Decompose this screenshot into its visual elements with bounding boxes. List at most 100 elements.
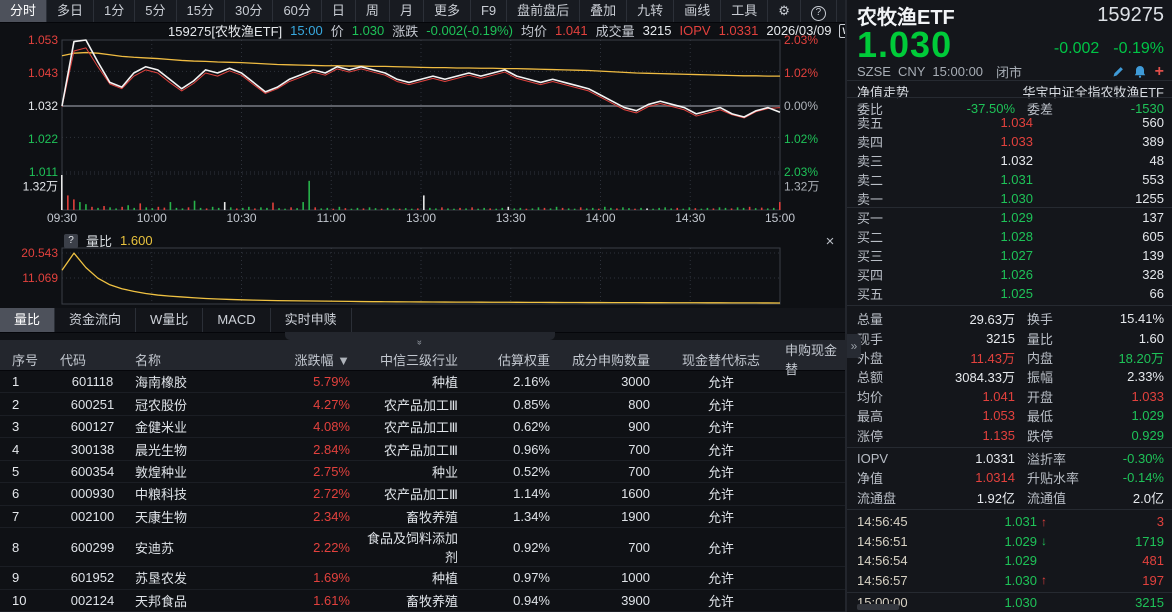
period-tab-5分[interactable]: 5分	[135, 0, 177, 22]
pencil-icon[interactable]	[1112, 65, 1125, 78]
col-header[interactable]: 涨跌幅 ▼	[294, 352, 351, 368]
table-row[interactable]: 7 002100 天康生物 2.34% 畜牧养殖 1.34% 1900 允许	[0, 506, 845, 529]
period-tab-多日[interactable]: 多日	[47, 0, 95, 22]
col-header[interactable]: 估算权重	[497, 352, 550, 368]
stat-label: 总量	[857, 312, 884, 328]
last-price: 1.030	[857, 24, 953, 65]
add-icon[interactable]: +	[1154, 63, 1164, 80]
toolbar-item-F9[interactable]: F9	[471, 0, 508, 22]
table-row[interactable]: 5 600354 敦煌种业 2.75% 种业 0.52% 700 允许	[0, 461, 845, 484]
period-tab-60分[interactable]: 60分	[273, 0, 322, 22]
cell-name: 冠农股份	[135, 397, 188, 413]
period-tab-30分[interactable]: 30分	[225, 0, 274, 22]
indicator-close-icon[interactable]: ×	[825, 233, 835, 250]
toolbar-item-工具[interactable]: 工具	[721, 0, 769, 22]
table-row[interactable]: 1 601118 海南橡胶 5.79% 种植 2.16% 3000 允许	[0, 371, 845, 394]
orderbook-row[interactable]: 买一 1.029 137	[857, 208, 1164, 227]
orderbook-row[interactable]: 卖五 1.034 560	[857, 113, 1164, 132]
collapse-handle[interactable]: »	[285, 332, 555, 345]
indicator-help-icon[interactable]: ?	[64, 233, 78, 248]
col-header[interactable]: 中信三级行业	[379, 352, 458, 368]
cell-change-pct: 2.72%	[313, 486, 350, 502]
indicator-tab-MACD[interactable]: MACD	[203, 308, 271, 332]
last-trade-row: 15:00:00 1.030 3215	[857, 593, 1164, 611]
gear-icon[interactable]: ⚙	[768, 0, 801, 22]
col-header[interactable]: 申购现金替	[785, 343, 838, 377]
help-icon[interactable]: ?	[801, 0, 837, 22]
toolbar-item-叠加[interactable]: 叠加	[580, 0, 628, 22]
market-status: 闭市	[996, 65, 1023, 80]
period-tab-分时[interactable]: 分时	[0, 0, 48, 22]
orderbook-row[interactable]: 买二 1.028 605	[857, 227, 1164, 246]
orderbook-row[interactable]: 卖四 1.033 389	[857, 132, 1164, 151]
cell-industry: 种植	[431, 375, 458, 391]
toolbar-item-画线[interactable]: 画线	[674, 0, 722, 22]
stat-value: 29.63万	[969, 312, 1015, 328]
cell-cash-flag: 允许	[707, 593, 734, 609]
pct-axis-label: 1.02%	[784, 66, 819, 80]
iopv-label: IOPV	[679, 23, 711, 38]
cell-code: 002124	[70, 592, 115, 608]
cell-weight: 0.85%	[513, 396, 550, 412]
period-tab-周[interactable]: 周	[356, 0, 390, 22]
col-header[interactable]: 代码	[60, 352, 87, 368]
orderbook-row[interactable]: 卖二 1.031 553	[857, 170, 1164, 189]
indicator-axis-label: 11.069	[22, 271, 58, 285]
intraday-chart[interactable]	[0, 22, 845, 314]
trade-row: 14:56:45 1.031 ↑ 3	[857, 512, 1164, 532]
table-row[interactable]: 8 600299 安迪苏 2.22% 食品及饲料添加剂 0.92% 700 允许	[0, 528, 845, 568]
cell-industry: 种业	[431, 464, 458, 480]
scrollbar-nub[interactable]	[857, 604, 899, 610]
price-change-pct: -0.19%	[1113, 40, 1164, 57]
stat-value: 1.041	[982, 388, 1015, 404]
table-row[interactable]: 10 002124 天邦食品 1.61% 畜牧养殖 0.94% 3900 允许	[0, 590, 845, 612]
level-label: 卖五	[857, 116, 884, 131]
indicator-tab-资金流向[interactable]: 资金流向	[55, 308, 137, 332]
period-tab-15分[interactable]: 15分	[177, 0, 225, 22]
col-header[interactable]: 序号	[12, 352, 39, 368]
col-header[interactable]: 现金替代标志	[681, 352, 760, 368]
col-header[interactable]: 名称	[135, 352, 162, 368]
bell-icon[interactable]	[1134, 65, 1146, 78]
bid-levels: 买一 1.029 137 买二 1.028 605 买三 1.027 139 买四 1.026 328…	[857, 208, 1164, 303]
table-row[interactable]: 4 300138 晨光生物 2.84% 农产品加工Ⅲ 0.96% 700 允许	[0, 438, 845, 461]
period-tab-1分[interactable]: 1分	[94, 0, 136, 22]
stat-row: 总量 29.63万 换手 15.41%	[857, 309, 1164, 328]
cell-code: 600354	[70, 463, 115, 479]
avg-value: 1.041	[555, 23, 588, 38]
panel-expander-icon[interactable]: »	[847, 334, 861, 358]
cell-qty: 1900	[621, 508, 650, 524]
stat-value: 1.92亿	[976, 490, 1015, 506]
table-row[interactable]: 9 601952 苏垦农发 1.69% 种植 0.97% 1000 允许	[0, 567, 845, 590]
time-and-sales: 14:56:45 1.031 ↑ 3 14:56:51 1.029 ↓ 1719 14:56:5…	[857, 512, 1164, 590]
cell-name: 海南橡胶	[135, 375, 188, 391]
level-price: 1.030	[1000, 191, 1033, 206]
indicator-tab-量比[interactable]: 量比	[0, 308, 56, 332]
level-volume: 66	[1149, 286, 1164, 301]
table-row[interactable]: 6 000930 中粮科技 2.72% 农产品加工Ⅲ 1.14% 1600 允许	[0, 483, 845, 506]
table-row[interactable]: 3 600127 金健米业 4.08% 农产品加工Ⅲ 0.62% 900 允许	[0, 416, 845, 439]
indicator-tab-W量比[interactable]: W量比	[136, 308, 204, 332]
col-header[interactable]: 成分申购数量	[571, 352, 650, 368]
toolbar-item-盘前盘后[interactable]: 盘前盘后	[507, 0, 581, 22]
cell-cash-flag: 允许	[707, 487, 734, 503]
indicator-tab-实时申赎[interactable]: 实时申赎	[271, 308, 352, 332]
cell-change-pct: 5.79%	[313, 374, 350, 390]
orderbook-row[interactable]: 卖三 1.032 48	[857, 151, 1164, 170]
orderbook-row[interactable]: 买三 1.027 139	[857, 246, 1164, 265]
cell-index: 2	[12, 396, 20, 412]
nav-trend-label[interactable]: 净值走势	[857, 85, 910, 100]
orderbook-row[interactable]: 买四 1.026 328	[857, 265, 1164, 284]
table-row[interactable]: 2 600251 冠农股份 4.27% 农产品加工Ⅲ 0.85% 800 允许	[0, 393, 845, 416]
orderbook-row[interactable]: 买五 1.025 66	[857, 284, 1164, 303]
stat-label: 最高	[857, 409, 884, 425]
y-axis-label: 1.053	[27, 33, 58, 47]
change-value: -0.002(-0.19%)	[426, 23, 514, 38]
period-tab-日[interactable]: 日	[322, 0, 356, 22]
toolbar-item-九转[interactable]: 九转	[627, 0, 675, 22]
pct-axis-label: 1.32万	[784, 179, 820, 194]
symbol-label: 159275[农牧渔ETF]	[168, 24, 283, 39]
period-tab-月[interactable]: 月	[390, 0, 424, 22]
orderbook-row[interactable]: 卖一 1.030 1255	[857, 189, 1164, 208]
period-tab-更多[interactable]: 更多	[424, 0, 471, 22]
